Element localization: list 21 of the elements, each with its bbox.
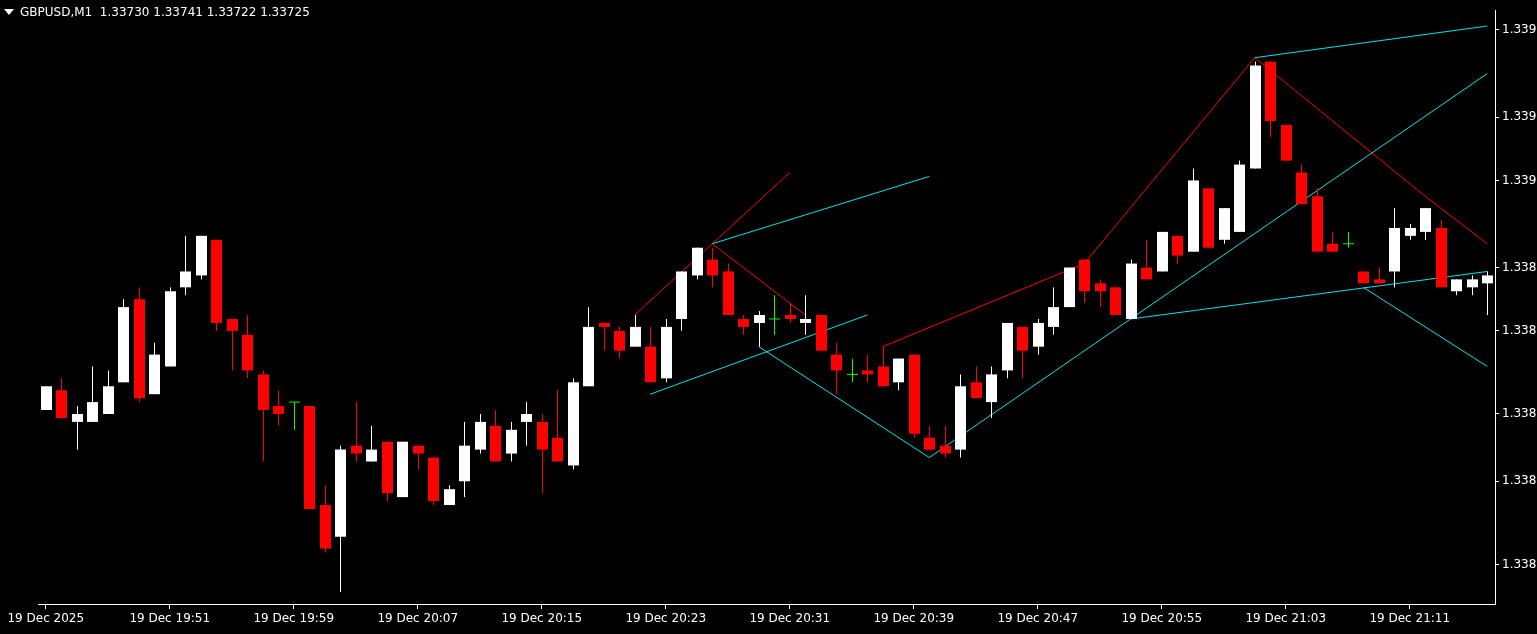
chart-title: GBPUSD,M1 1.33730 1.33741 1.33722 1.33725 (20, 5, 310, 19)
y-tick-label: 1.338 (1502, 406, 1537, 421)
x-tick-label: 19 Dec 21:03 (1245, 611, 1327, 626)
x-tick-label: 19 Dec 20:07 (377, 611, 459, 626)
x-tick-label: 19 Dec 19:51 (129, 611, 211, 626)
y-tick-label: 1.339 (1502, 109, 1537, 124)
x-tick-label: 19 Dec 20:39 (873, 611, 955, 626)
y-tick-label: 1.338 (1502, 259, 1537, 274)
x-tick-label: 19 Dec 20:47 (997, 611, 1079, 626)
x-tick-label: 19 Dec 20:23 (625, 611, 707, 626)
y-tick-label: 1.338 (1502, 556, 1537, 571)
x-tick-label: 19 Dec 20:55 (1121, 611, 1203, 626)
y-tick-label: 1.339 (1502, 172, 1537, 187)
x-tick-label: 19 Dec 21:11 (1369, 611, 1451, 626)
x-tick-label: 19 Dec 20:15 (501, 611, 583, 626)
y-tick-label: 1.338 (1502, 322, 1537, 337)
x-tick-label: 19 Dec 2025 (7, 611, 85, 626)
x-tick-label: 19 Dec 19:59 (253, 611, 335, 626)
x-tick-label: 19 Dec 20:31 (749, 611, 831, 626)
y-tick-label: 1.338 (1502, 473, 1537, 488)
y-tick-label: 1.339 (1502, 22, 1537, 37)
